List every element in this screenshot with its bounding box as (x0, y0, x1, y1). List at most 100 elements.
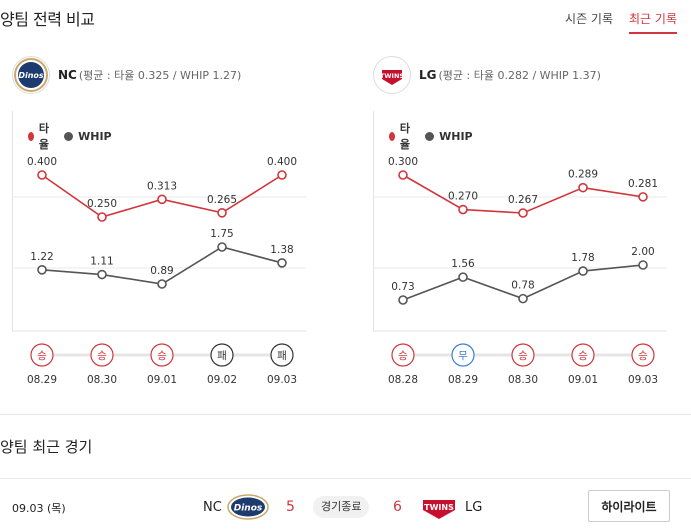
team-header-lg: TWINS LG (평균 : 타율 0.282 / WHIP 1.37) (373, 56, 601, 94)
chart-legend: 타율 WHIP (28, 120, 124, 152)
whip-point (157, 279, 167, 289)
x-tick-label: 09.03 (267, 374, 297, 386)
svg-text:TWINS: TWINS (380, 72, 404, 80)
result-badge (391, 343, 415, 367)
result-label: 승 (398, 350, 408, 362)
avg-point (217, 208, 227, 218)
x-tick-label: 09.02 (207, 374, 237, 386)
whip-point (277, 258, 287, 268)
section-divider (0, 414, 691, 415)
result-badge (90, 343, 114, 367)
avg-point (578, 182, 588, 193)
whip-point (97, 269, 107, 280)
whip-data-label: 1.75 (210, 228, 233, 240)
avg-data-label: 0.265 (207, 194, 237, 206)
record-tabs: 시즌 기록 최근 기록 (565, 10, 677, 34)
avg-point (277, 170, 287, 180)
avg-data-label: 0.270 (448, 191, 478, 203)
avg-data-label: 0.400 (27, 156, 57, 168)
avg-data-label: 0.289 (568, 169, 598, 181)
avg-point (37, 170, 47, 180)
result-label: 승 (638, 350, 648, 362)
result-badge (511, 343, 535, 367)
whip-legend-dot (425, 131, 435, 141)
whip-data-label: 0.73 (391, 281, 414, 293)
whip-data-label: 2.00 (631, 246, 654, 258)
away-team-name: NC (203, 500, 222, 515)
nc-dinos-logo-icon: Dinos (12, 56, 50, 94)
result-label: 무 (458, 350, 468, 362)
lg-twins-logo-icon: TWINS (418, 493, 460, 521)
tab-season-record[interactable]: 시즌 기록 (565, 12, 614, 26)
result-badge (210, 343, 234, 367)
whip-point (37, 265, 47, 275)
avg-data-label: 0.400 (267, 156, 297, 168)
x-tick-label: 09.01 (568, 374, 598, 386)
whip-point (518, 293, 528, 304)
x-tick-label: 08.30 (508, 374, 538, 386)
x-tick-label: 08.30 (87, 374, 117, 386)
avg-point (97, 212, 107, 222)
recent-games-title: 양팀 최근 경기 (0, 438, 93, 456)
tab-recent-record[interactable]: 최근 기록 (629, 10, 677, 34)
avg-point (638, 192, 648, 202)
avg-point (518, 208, 528, 218)
whip-data-label: 1.22 (30, 251, 53, 263)
team-name: LG (419, 68, 437, 82)
home-team-name: LG (465, 500, 483, 515)
whip-legend-dot (64, 131, 74, 141)
avg-data-label: 0.250 (87, 198, 117, 210)
whip-data-label: 0.89 (150, 265, 173, 277)
avg-legend-dot (389, 131, 395, 141)
result-badge (631, 343, 655, 367)
legend-whip: WHIP (439, 129, 473, 143)
avg-point (157, 194, 167, 205)
away-score: 5 (286, 499, 295, 515)
whip-point (578, 266, 588, 276)
home-score: 6 (393, 499, 402, 515)
result-label: 패 (217, 350, 227, 362)
svg-text:TWINS: TWINS (424, 503, 454, 512)
team-name: NC (58, 68, 77, 82)
legend-avg: 타율 (38, 122, 50, 151)
whip-data-label: 1.78 (571, 252, 594, 264)
whip-data-label: 1.56 (451, 258, 475, 270)
x-tick-label: 08.28 (388, 374, 418, 386)
whip-data-label: 1.38 (270, 244, 293, 256)
whip-point (217, 242, 227, 252)
whip-point (638, 260, 648, 270)
x-tick-label: 09.03 (628, 374, 658, 386)
game-date: 09.03 (목) (12, 502, 66, 515)
lg-twins-logo-icon: TWINS (373, 56, 411, 94)
game-status-badge: 경기종료 (313, 496, 370, 518)
legend-avg: 타율 (399, 122, 411, 151)
result-badge (270, 343, 294, 367)
team-average-summary: (평균 : 타율 0.325 / WHIP 1.27) (78, 69, 242, 82)
result-label: 승 (97, 350, 107, 362)
team-average-summary: (평균 : 타율 0.282 / WHIP 1.37) (438, 69, 601, 82)
result-badge (451, 343, 475, 367)
recent-game-row: 09.03 (목) NC Dinos 5 경기종료 6 TWINS LG 하이라… (0, 478, 691, 531)
team-header-nc: Dinos NC (평균 : 타율 0.325 / WHIP 1.27) (12, 56, 242, 94)
avg-point (458, 204, 468, 215)
result-label: 패 (277, 350, 287, 362)
nc-dinos-logo-icon: Dinos (227, 493, 269, 521)
result-label: 승 (37, 350, 47, 362)
avg-data-label: 0.267 (508, 194, 538, 206)
result-label: 승 (157, 350, 167, 362)
svg-text:Dinos: Dinos (234, 504, 263, 514)
result-badge (150, 343, 174, 367)
avg-data-label: 0.300 (388, 156, 418, 168)
avg-data-label: 0.313 (147, 180, 177, 192)
svg-text:Dinos: Dinos (18, 71, 44, 80)
avg-legend-dot (28, 131, 34, 141)
x-tick-label: 08.29 (448, 374, 478, 386)
x-tick-label: 09.01 (147, 374, 177, 386)
highlight-button[interactable]: 하이라이트 (588, 490, 670, 522)
chart-legend: 타율 WHIP (389, 120, 485, 152)
avg-point (398, 170, 408, 180)
whip-data-label: 1.11 (90, 256, 113, 268)
avg-data-label: 0.281 (628, 178, 658, 190)
whip-point (458, 272, 468, 282)
whip-point (398, 295, 408, 305)
